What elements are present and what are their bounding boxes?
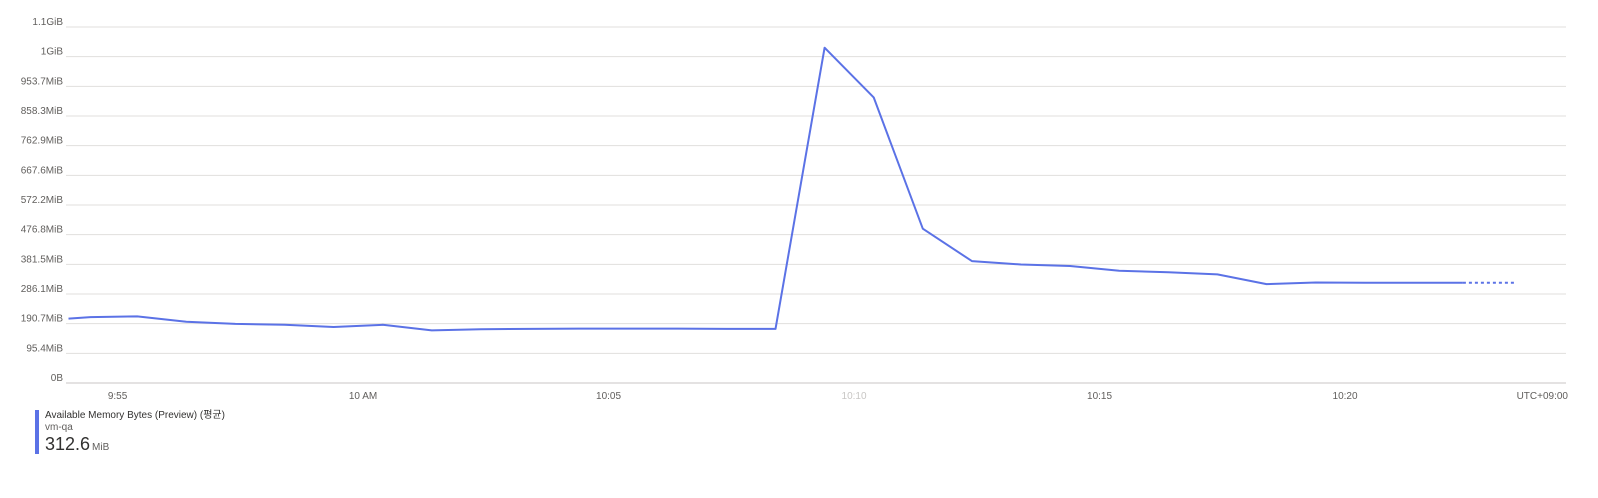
y-tick-label: 476.8MiB xyxy=(21,225,64,236)
timezone-label: UTC+09:00 xyxy=(1517,391,1569,402)
legend-metric-title: Available Memory Bytes (Preview) (평균) xyxy=(45,410,225,421)
y-tick-label: 1GiB xyxy=(41,47,64,58)
legend-unit: MiB xyxy=(92,442,110,453)
x-tick-label: 10:20 xyxy=(1333,391,1358,402)
x-tick-label: 10:15 xyxy=(1087,391,1112,402)
legend-color-swatch xyxy=(35,410,39,454)
legend-resource-name: vm-qa xyxy=(45,422,73,433)
chart-legend[interactable]: Available Memory Bytes (Preview) (평균) vm… xyxy=(35,410,225,454)
legend-value-row: 312.6 MiB xyxy=(45,434,225,455)
x-tick-label: 10:05 xyxy=(596,391,621,402)
y-tick-label: 572.2MiB xyxy=(21,195,64,206)
y-axis-labels: 0B 95.4MiB 190.7MiB 286.1MiB 381.5MiB 476.8Mi… xyxy=(21,17,64,384)
y-tick-label: 762.9MiB xyxy=(21,136,64,147)
series-line[interactable] xyxy=(68,46,1463,332)
y-tick-label: 95.4MiB xyxy=(26,343,63,354)
y-tick-label: 858.3MiB xyxy=(21,106,64,117)
y-tick-label: 1.1GiB xyxy=(32,17,63,28)
y-tick-label: 0B xyxy=(51,373,64,384)
grid-lines xyxy=(66,26,1566,384)
y-tick-label: 190.7MiB xyxy=(21,314,64,325)
x-tick-label: 10:10 xyxy=(842,391,867,402)
x-axis-labels: 9:55 10 AM 10:05 10:10 10:15 10:20 UTC+09:00 xyxy=(108,391,1569,402)
series-lines xyxy=(68,46,1517,332)
legend-value: 312.6 xyxy=(45,434,91,454)
x-tick-label: 10 AM xyxy=(349,391,377,402)
y-tick-label: 381.5MiB xyxy=(21,254,64,265)
y-tick-label: 953.7MiB xyxy=(21,76,64,87)
y-tick-label: 667.6MiB xyxy=(21,165,64,176)
y-tick-label: 286.1MiB xyxy=(21,284,64,295)
x-tick-label: 9:55 xyxy=(108,391,128,402)
